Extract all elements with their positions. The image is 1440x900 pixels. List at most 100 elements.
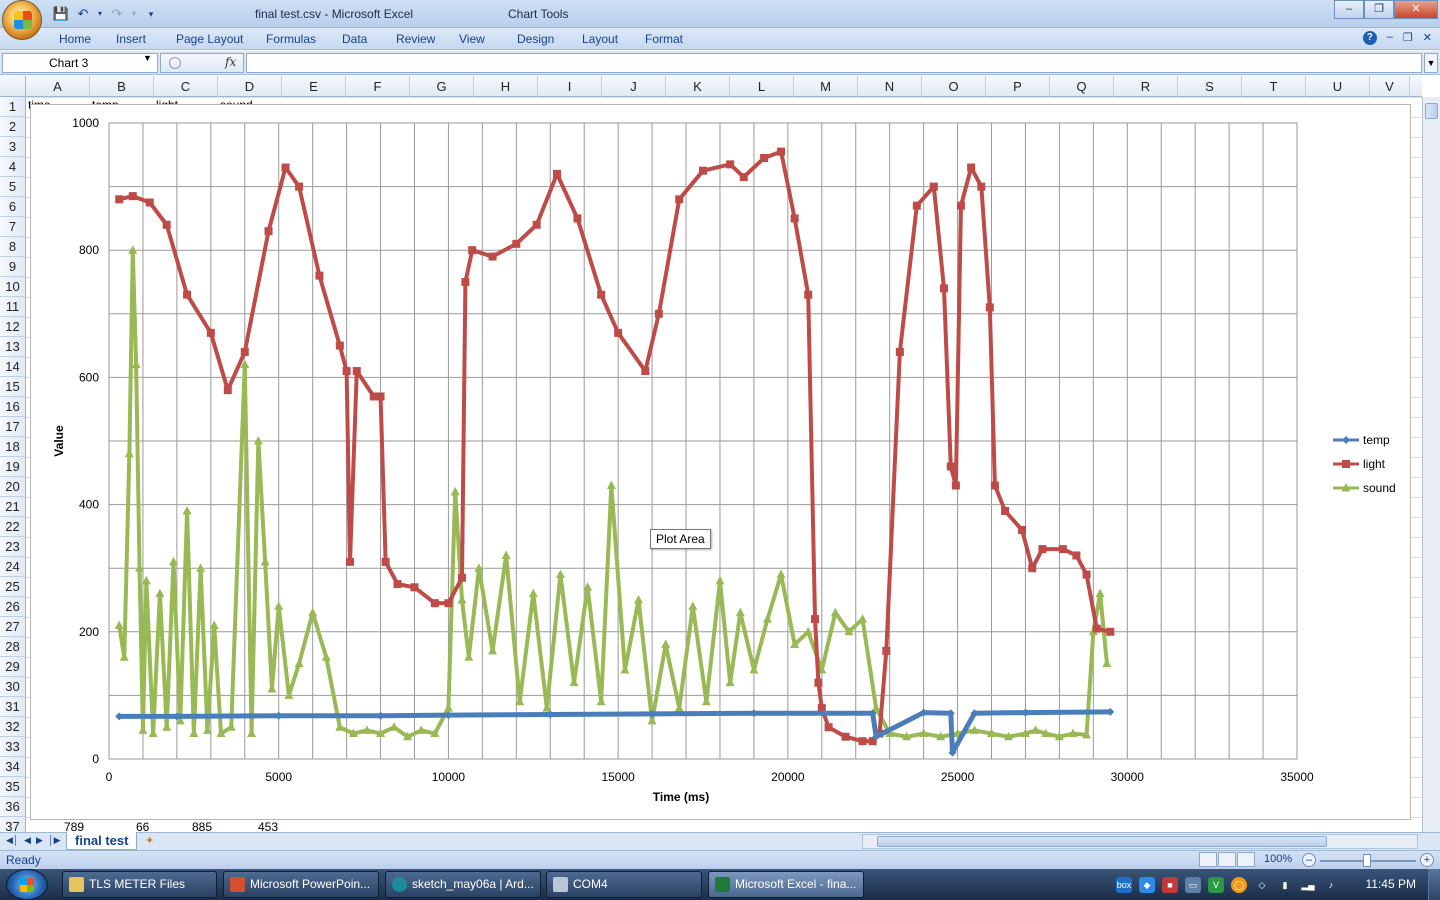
cell-C37[interactable]: 885	[192, 820, 213, 834]
row-header-33[interactable]: 33	[0, 737, 25, 757]
column-header-p[interactable]: P	[986, 76, 1050, 97]
next-sheet-icon[interactable]: ▶	[36, 835, 43, 845]
zoom-in-icon[interactable]: +	[1420, 853, 1434, 867]
task-powerpoint[interactable]: Microsoft PowerPoin...	[223, 871, 379, 898]
column-header-b[interactable]: B	[90, 76, 154, 97]
column-header-a[interactable]: A	[26, 76, 90, 97]
display-icon[interactable]: ▭	[1185, 876, 1201, 893]
row-header-1[interactable]: 1	[0, 97, 25, 117]
name-box-dropdown-icon[interactable]: ▼	[143, 53, 152, 63]
row-header-10[interactable]: 10	[0, 277, 25, 297]
row-header-28[interactable]: 28	[0, 637, 25, 657]
name-box[interactable]: Chart 3	[2, 53, 158, 73]
sheet-tab-final-test[interactable]: final test	[66, 832, 138, 850]
column-header-k[interactable]: K	[666, 76, 730, 97]
column-header-l[interactable]: L	[730, 76, 794, 97]
page-layout-view-icon[interactable]	[1218, 852, 1236, 867]
column-header-h[interactable]: H	[474, 76, 538, 97]
dropbox-icon[interactable]: ◆	[1139, 876, 1155, 893]
column-header-f[interactable]: F	[346, 76, 410, 97]
show-desktop-button[interactable]	[1428, 869, 1440, 900]
update-icon[interactable]: ◯	[1231, 876, 1247, 893]
task-excel[interactable]: Microsoft Excel - fina...	[708, 871, 864, 898]
row-header-20[interactable]: 20	[0, 477, 25, 497]
column-header-o[interactable]: O	[922, 76, 986, 97]
column-header-g[interactable]: G	[410, 76, 474, 97]
column-header-d[interactable]: D	[218, 76, 282, 97]
horizontal-scrollbar[interactable]	[862, 834, 1418, 849]
normal-view-icon[interactable]	[1199, 852, 1217, 867]
row-header-29[interactable]: 29	[0, 657, 25, 677]
column-header-u[interactable]: U	[1306, 76, 1370, 97]
row-header-11[interactable]: 11	[0, 297, 25, 317]
row-header-13[interactable]: 13	[0, 337, 25, 357]
tab-home[interactable]: Home	[59, 32, 92, 46]
column-header-s[interactable]: S	[1178, 76, 1242, 97]
zoom-level[interactable]: 100%	[1264, 853, 1293, 865]
cell-A37[interactable]: 789	[64, 820, 85, 834]
page-break-view-icon[interactable]	[1237, 852, 1255, 867]
vertical-scroll-thumb[interactable]	[1425, 103, 1438, 119]
restore-icon[interactable]: ❐	[1364, 0, 1394, 19]
row-header-21[interactable]: 21	[0, 497, 25, 517]
horizontal-scroll-thumb[interactable]	[877, 836, 1327, 847]
task-arduino[interactable]: sketch_may06a | Ard...	[385, 871, 541, 898]
row-header-3[interactable]: 3	[0, 137, 25, 157]
row-header-27[interactable]: 27	[0, 617, 25, 637]
row-header-8[interactable]: 8	[0, 237, 25, 257]
ribbon-restore-icon[interactable]: ❐	[1402, 32, 1413, 44]
cell-B37[interactable]: 66	[136, 820, 150, 834]
row-header-26[interactable]: 26	[0, 597, 25, 617]
select-all-corner[interactable]	[0, 76, 26, 97]
row-header-9[interactable]: 9	[0, 257, 25, 277]
network-icon[interactable]: ▂▄	[1301, 879, 1315, 890]
row-header-16[interactable]: 16	[0, 397, 25, 417]
row-header-36[interactable]: 36	[0, 797, 25, 817]
row-header-32[interactable]: 32	[0, 717, 25, 737]
vpn-icon[interactable]: V	[1208, 876, 1224, 893]
prev-sheet-icon[interactable]: ◀	[24, 835, 31, 845]
row-header-14[interactable]: 14	[0, 357, 25, 377]
power-icon[interactable]: ▮	[1282, 879, 1288, 890]
cell-D37[interactable]: 453	[258, 820, 279, 834]
row-header-5[interactable]: 5	[0, 177, 25, 197]
redo-icon[interactable]: ↷	[111, 6, 123, 21]
clock[interactable]: 11:45 PM	[1365, 877, 1416, 891]
formula-input[interactable]	[246, 53, 1422, 73]
tab-view[interactable]: View	[459, 32, 485, 46]
help-icon[interactable]: ?	[1362, 31, 1377, 45]
tab-format[interactable]: Format	[645, 32, 684, 46]
tab-data[interactable]: Data	[342, 32, 368, 46]
task-tls-meter-files[interactable]: TLS METER Files	[62, 871, 217, 898]
redo-dropdown-icon[interactable]: ▾	[131, 9, 136, 18]
tab-page-layout[interactable]: Page Layout	[176, 32, 244, 46]
tab-insert[interactable]: Insert	[116, 32, 147, 46]
hardware-icon[interactable]: ◇	[1258, 879, 1266, 890]
column-header-r[interactable]: R	[1114, 76, 1178, 97]
tab-formulas[interactable]: Formulas	[266, 32, 317, 46]
column-header-n[interactable]: N	[858, 76, 922, 97]
tab-review[interactable]: Review	[396, 32, 436, 46]
row-header-15[interactable]: 15	[0, 377, 25, 397]
save-icon[interactable]: 💾	[52, 6, 70, 21]
first-sheet-icon[interactable]: ◀│	[6, 835, 19, 845]
row-header-31[interactable]: 31	[0, 697, 25, 717]
row-header-22[interactable]: 22	[0, 517, 25, 537]
row-header-18[interactable]: 18	[0, 437, 25, 457]
column-header-q[interactable]: Q	[1050, 76, 1114, 97]
box-icon[interactable]: box	[1116, 876, 1132, 893]
row-header-30[interactable]: 30	[0, 677, 25, 697]
ribbon-minimize-icon[interactable]: –	[1386, 31, 1393, 43]
column-header-j[interactable]: J	[602, 76, 666, 97]
row-header-34[interactable]: 34	[0, 757, 25, 777]
row-header-37[interactable]: 37	[0, 817, 25, 834]
row-header-12[interactable]: 12	[0, 317, 25, 337]
row-header-2[interactable]: 2	[0, 117, 25, 137]
formula-expand-icon[interactable]: ▼	[1424, 53, 1438, 73]
insert-sheet-icon[interactable]: ✦	[145, 835, 155, 847]
row-header-24[interactable]: 24	[0, 557, 25, 577]
zoom-out-icon[interactable]: –	[1302, 853, 1316, 867]
row-header-25[interactable]: 25	[0, 577, 25, 597]
cancel-icon[interactable]	[169, 57, 181, 69]
start-button[interactable]	[6, 869, 48, 900]
